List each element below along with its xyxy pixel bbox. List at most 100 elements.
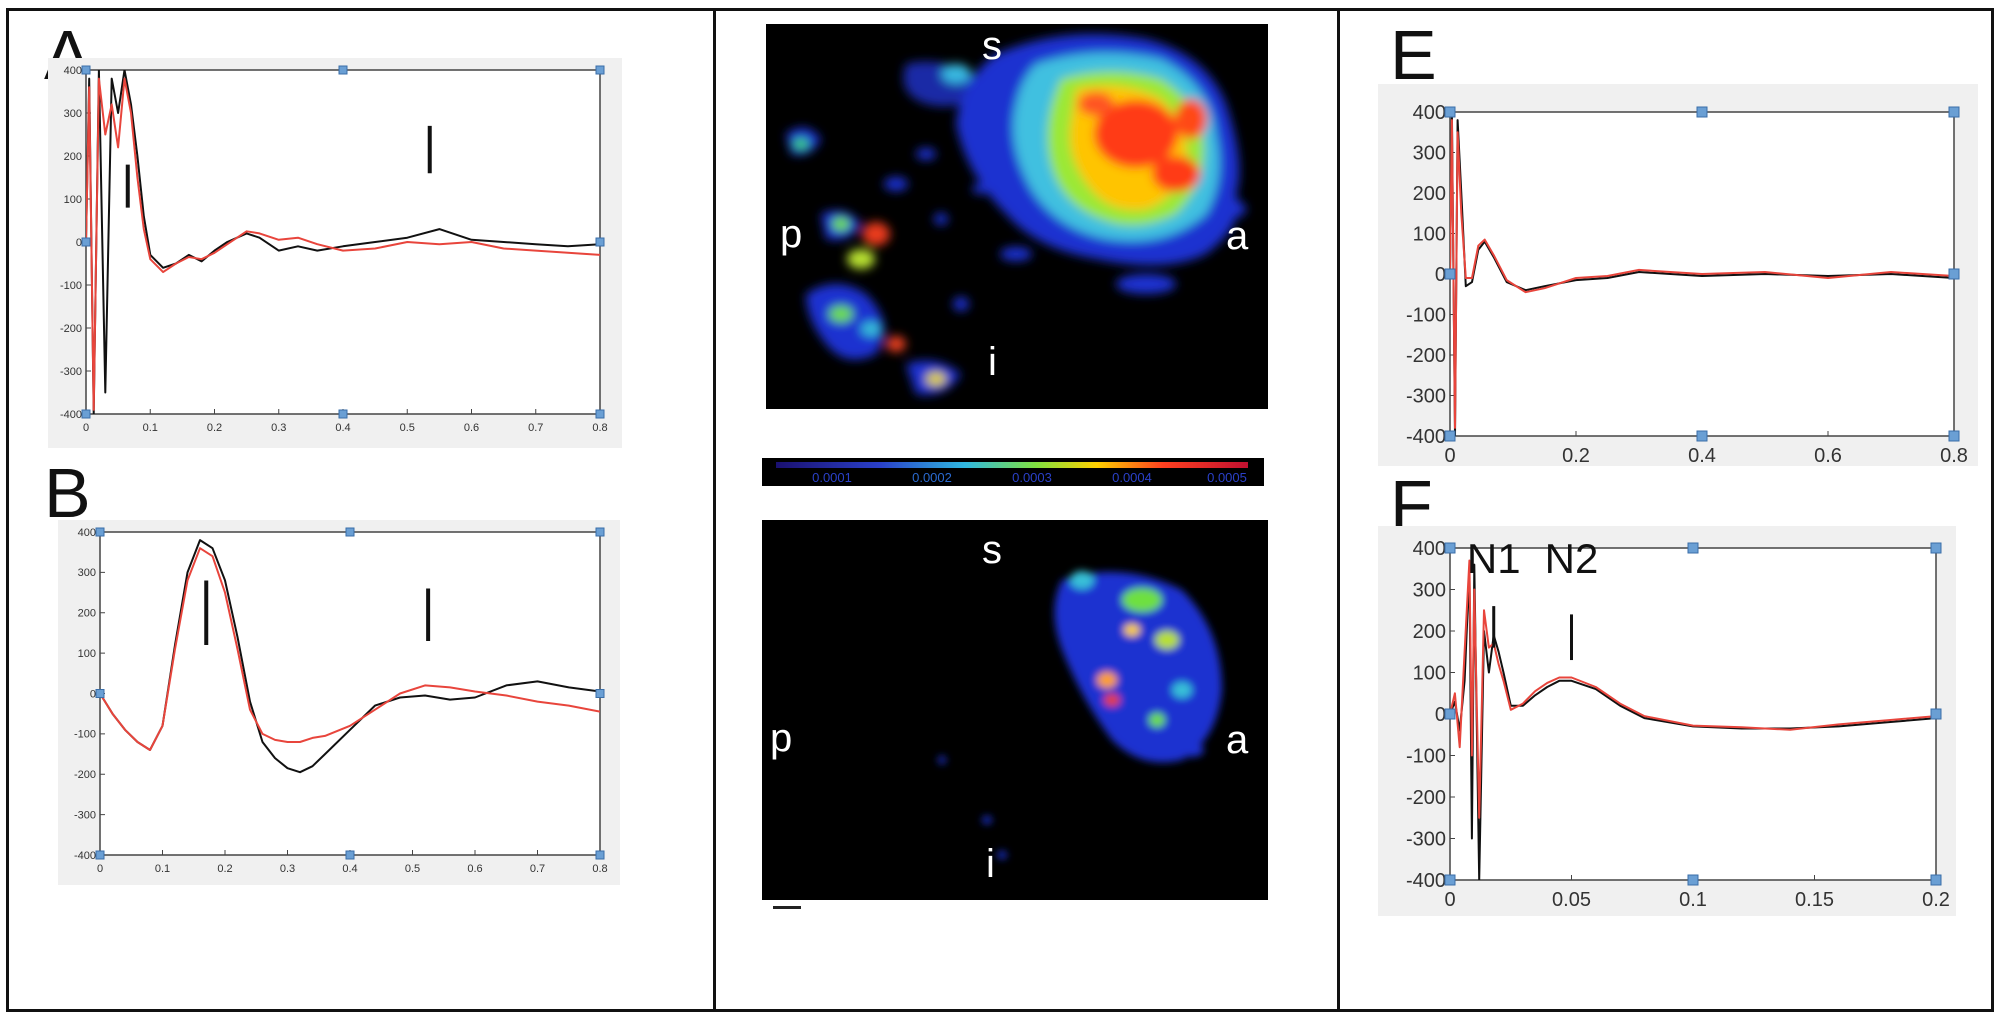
heatmap-c-image <box>786 34 1246 395</box>
chart-e-series-red <box>1450 119 1954 429</box>
chart-a-xtick-label: 0.3 <box>271 422 286 434</box>
chart-b-xtick-label: 0.5 <box>405 863 420 875</box>
chart-f-ytick-label: 0 <box>1435 704 1446 726</box>
chart-a-ytick-label: 0 <box>76 237 82 249</box>
chart-b-handle <box>595 689 605 698</box>
chart-f-ytick-label: -200 <box>1406 787 1446 809</box>
colorbar-tick-5: 0.0005 <box>1207 470 1247 485</box>
chart-b-ytick-label: -200 <box>74 769 96 781</box>
chart-b-ytick-label: 400 <box>78 527 96 539</box>
chart-b-xtick-label: 0.4 <box>342 863 357 875</box>
chart-a-xtick-label: 0.5 <box>400 422 415 434</box>
chart-a-xtick-label: 0 <box>83 422 89 434</box>
heatmap-c: s p a i <box>766 24 1268 409</box>
chart-a-handle <box>81 65 91 75</box>
chart-e-ytick-label: -100 <box>1406 305 1446 327</box>
chart-f-annotation-n1: N1 <box>1467 535 1521 582</box>
heatmap-d-image <box>938 571 1222 859</box>
divider-right <box>1337 8 1340 1012</box>
chart-e-xtick-label: 0.2 <box>1562 445 1590 466</box>
chart-a-handle <box>338 65 348 75</box>
chart-f-handle <box>1444 708 1456 720</box>
chart-a-ytick-label: 400 <box>64 65 82 77</box>
chart-f-ytick-label: 100 <box>1413 663 1446 685</box>
chart-e-handle <box>1444 106 1456 118</box>
chart-e-ytick-label: 300 <box>1413 143 1446 165</box>
chart-e-ytick-label: -200 <box>1406 345 1446 367</box>
chart-a-handle <box>338 409 348 419</box>
chart-f-handle <box>1687 874 1699 886</box>
chart-b-xtick-label: 0.3 <box>280 863 295 875</box>
chart-a-handle <box>595 409 605 419</box>
chart-f-handle <box>1930 542 1942 554</box>
chart-b-xtick-label: 0 <box>97 863 103 875</box>
chart-b-handle <box>345 527 355 537</box>
chart-a-ytick-label: -200 <box>60 323 82 335</box>
chart-b-series-red <box>100 547 600 751</box>
chart-f-ytick-label: 200 <box>1413 621 1446 643</box>
chart-e-xtick-label: 0 <box>1444 445 1455 466</box>
chart-a-xtick-label: 0.8 <box>592 422 607 434</box>
chart-b-handle <box>595 850 605 860</box>
chart-f-xtick-label: 0.05 <box>1552 889 1591 911</box>
chart-f-handle <box>1687 542 1699 554</box>
chart-f-ytick-label: 400 <box>1413 538 1446 560</box>
chart-a-handle <box>81 237 91 247</box>
heatmap-d-label-a: a <box>1226 718 1249 762</box>
chart-b-ytick-label: -400 <box>74 850 96 862</box>
chart-e-ytick-label: 400 <box>1413 102 1446 124</box>
chart-f-handle <box>1930 708 1942 720</box>
chart-a-ytick-label: -400 <box>60 409 82 421</box>
colorbar-tick-4: 0.0004 <box>1112 470 1152 485</box>
chart-e-ytick-label: -300 <box>1406 386 1446 408</box>
chart-f-series-red <box>1450 559 1936 819</box>
chart-b-handle <box>595 527 605 537</box>
chart-f-xtick-label: 0.15 <box>1795 889 1834 911</box>
heatmap-d-label-p: p <box>770 716 793 760</box>
chart-e-xtick-label: 0.8 <box>1940 445 1968 466</box>
chart-b-ytick-label: 100 <box>78 648 96 660</box>
chart-a-ytick-label: -100 <box>60 280 82 292</box>
chart-a-plot-area <box>85 69 601 415</box>
chart-e-handle <box>1696 106 1708 118</box>
chart-f-plot-area <box>1449 547 1937 881</box>
chart-b-ytick-label: 0 <box>90 688 96 700</box>
chart-b-handle <box>95 850 105 860</box>
chart-a-handle <box>595 237 605 247</box>
chart-b-handle <box>95 527 105 537</box>
chart-b-xtick-label: 0.2 <box>217 863 232 875</box>
chart-b-xtick-label: 0.7 <box>530 863 545 875</box>
chart-a-xtick-label: 0.1 <box>143 422 158 434</box>
chart-b-ytick-label: 300 <box>78 567 96 579</box>
colorbar-tick-1: 0.0001 <box>812 470 852 485</box>
chart-f-handle <box>1444 874 1456 886</box>
chart-a-xtick-label: 0.4 <box>335 422 350 434</box>
colorbar-tick-2: 0.0002 <box>912 470 952 485</box>
chart-b-ytick-label: -100 <box>74 729 96 741</box>
chart-b-ytick-label: 200 <box>78 608 96 620</box>
chart-e-xtick-label: 0.6 <box>1814 445 1842 466</box>
chart-a-ytick-label: -300 <box>60 366 82 378</box>
chart-f-xtick-label: 0 <box>1444 889 1455 911</box>
chart-a-handle <box>595 65 605 75</box>
chart-f-ytick-label: -100 <box>1406 746 1446 768</box>
chart-e-ytick-label: 200 <box>1413 183 1446 205</box>
chart-e-handle <box>1948 106 1960 118</box>
heatmap-d-label-i: i <box>986 842 995 886</box>
chart-f-xtick-label: 0.1 <box>1679 889 1707 911</box>
chart-b-xtick-label: 0.8 <box>592 863 607 875</box>
chart-f-ytick-label: -300 <box>1406 829 1446 851</box>
chart-f-ytick-label: -400 <box>1406 870 1446 892</box>
chart-b-ytick-label: -300 <box>74 809 96 821</box>
panel-letter-e: E <box>1390 16 1437 94</box>
divider-left <box>713 8 716 1012</box>
chart-b-xtick-label: 0.1 <box>155 863 170 875</box>
scale-bar <box>773 906 801 909</box>
chart-b-handle <box>345 850 355 860</box>
chart-a-xtick-label: 0.7 <box>528 422 543 434</box>
heatmap-d: p s a i <box>762 520 1268 900</box>
